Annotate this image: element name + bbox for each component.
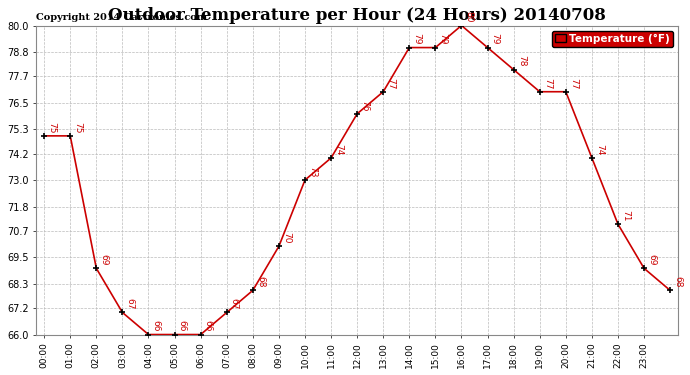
Text: 79: 79 — [491, 33, 500, 45]
Text: 76: 76 — [360, 100, 369, 111]
Text: 74: 74 — [334, 144, 343, 155]
Text: 67: 67 — [126, 298, 135, 310]
Text: 69: 69 — [99, 254, 108, 266]
Text: 78: 78 — [517, 56, 526, 67]
Text: 66: 66 — [178, 320, 187, 332]
Text: 69: 69 — [647, 254, 656, 266]
Title: Outdoor Temperature per Hour (24 Hours) 20140708: Outdoor Temperature per Hour (24 Hours) … — [108, 7, 606, 24]
Text: 80: 80 — [464, 11, 473, 23]
Text: 79: 79 — [439, 33, 448, 45]
Text: 77: 77 — [386, 78, 395, 89]
Text: 74: 74 — [595, 144, 604, 155]
Text: 77: 77 — [569, 78, 578, 89]
Legend: Temperature (°F): Temperature (°F) — [552, 31, 673, 47]
Text: 68: 68 — [256, 276, 265, 288]
Text: 66: 66 — [152, 320, 161, 332]
Text: 70: 70 — [282, 232, 291, 244]
Text: 68: 68 — [673, 276, 682, 288]
Text: 66: 66 — [204, 320, 213, 332]
Text: 75: 75 — [73, 122, 82, 133]
Text: 77: 77 — [543, 78, 552, 89]
Text: Copyright 2014 Cartronics.com: Copyright 2014 Cartronics.com — [37, 13, 208, 22]
Text: 75: 75 — [48, 122, 57, 133]
Text: 67: 67 — [230, 298, 239, 310]
Text: 71: 71 — [621, 210, 630, 222]
Text: 73: 73 — [308, 166, 317, 177]
Text: 79: 79 — [413, 33, 422, 45]
